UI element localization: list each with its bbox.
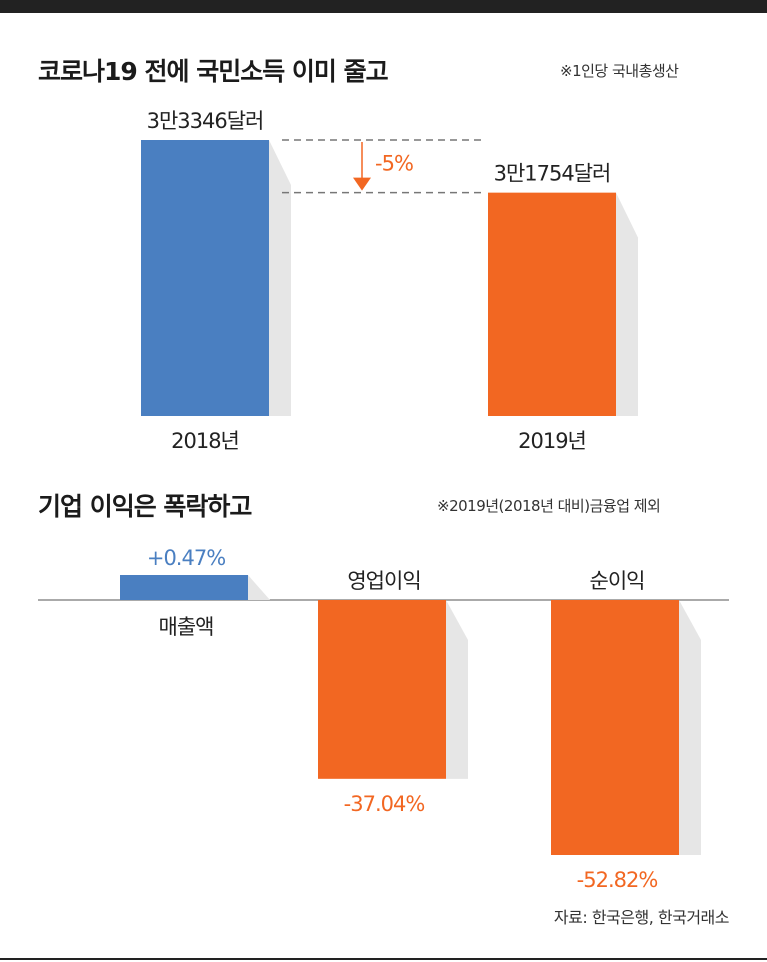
bar-shadow-2 xyxy=(679,600,701,855)
value-label-1: -37.04% xyxy=(344,792,425,816)
chart2-title: 기업 이익은 폭락하고 xyxy=(38,492,252,521)
category-label-0: 2018년 xyxy=(171,429,239,453)
bar-shadow-1 xyxy=(446,600,468,779)
bar-2 xyxy=(551,600,679,855)
category-label-2: 순이익 xyxy=(590,569,645,593)
bar-shadow-0 xyxy=(269,140,291,416)
bar-shadow-1 xyxy=(616,192,638,416)
source-note: 자료: 한국은행, 한국거래소 xyxy=(553,908,730,927)
change-label: -5% xyxy=(375,151,413,175)
category-label-1: 영업이익 xyxy=(347,569,420,593)
chart2-note: ※2019년(2018년 대비)금융업 제외 xyxy=(437,497,661,515)
bar-1 xyxy=(318,600,446,779)
value-label-0: 3만3346달러 xyxy=(147,109,264,133)
value-label-0: +0.47% xyxy=(147,546,225,570)
bar-1 xyxy=(488,192,616,416)
category-label-1: 2019년 xyxy=(518,429,586,453)
change-arrow-head xyxy=(353,177,371,191)
top-bar xyxy=(0,0,767,13)
value-label-2: -52.82% xyxy=(577,868,658,890)
bar-shadow-0 xyxy=(248,575,270,600)
chart1-title: 코로나19 전에 국민소득 이미 줄고 xyxy=(38,57,389,86)
bar-0 xyxy=(141,140,269,416)
profit-bar-chart: +0.47% 매출액 영업이익 -37.04% 순이익 -52.82% xyxy=(38,546,729,890)
gdp-bar-chart: 3만3346달러 2018년 3만1754달러 2019년 -5% xyxy=(141,109,638,453)
value-label-1: 3만1754달러 xyxy=(494,162,611,186)
category-label-0: 매출액 xyxy=(159,615,214,639)
bottom-line xyxy=(0,958,767,960)
bar-0 xyxy=(120,575,248,600)
chart1-note: ※1인당 국내총생산 xyxy=(560,62,679,80)
